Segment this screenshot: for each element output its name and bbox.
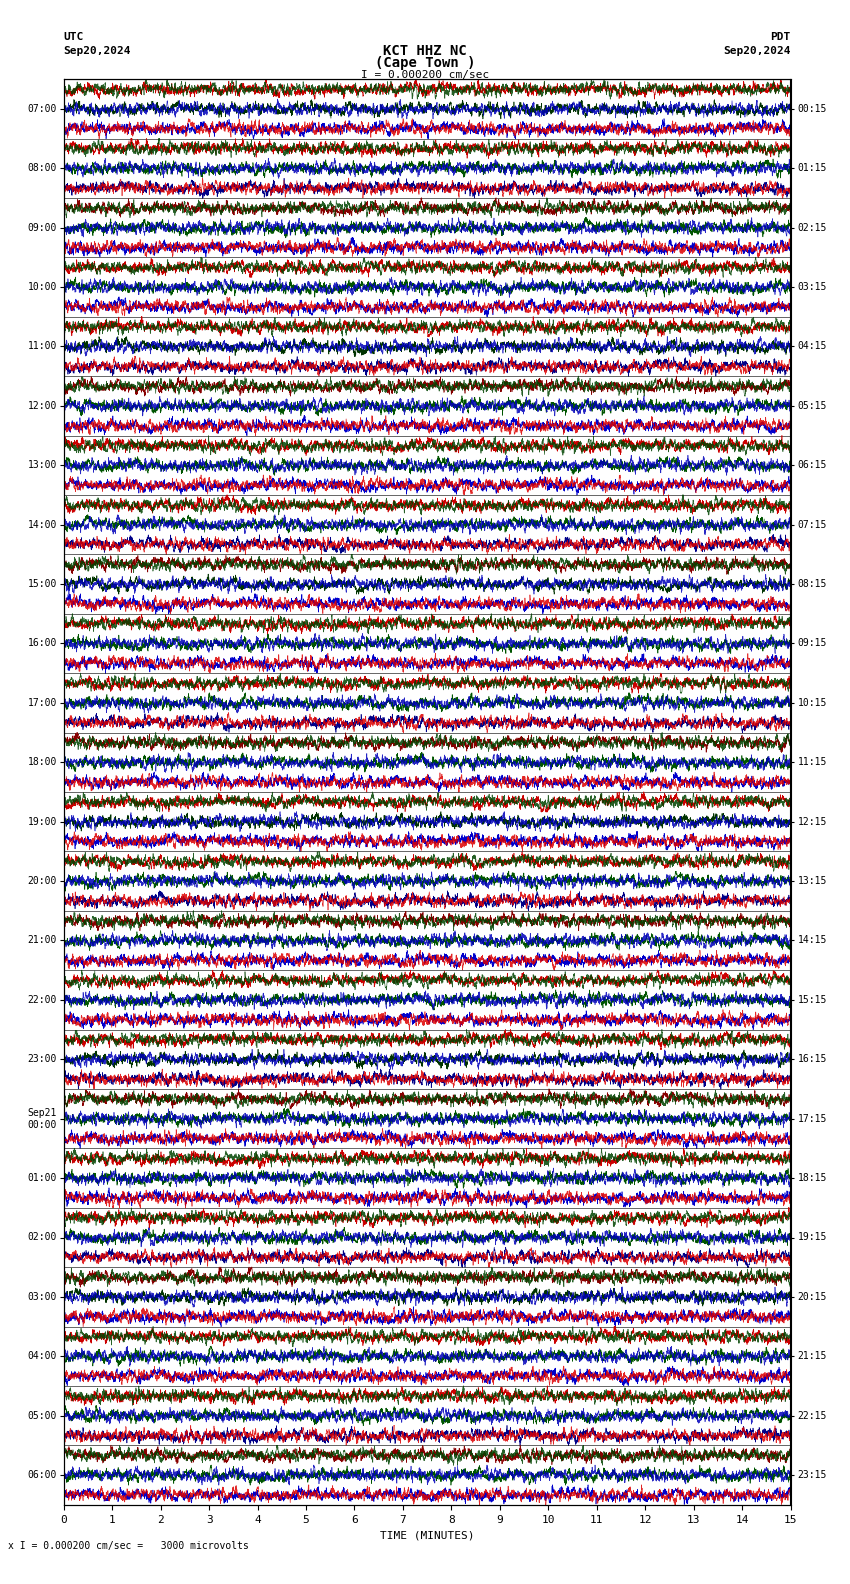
Text: (Cape Town ): (Cape Town ): [375, 55, 475, 70]
Text: KCT HHZ NC: KCT HHZ NC: [383, 43, 467, 57]
Text: Sep20,2024: Sep20,2024: [64, 46, 131, 55]
Text: I = 0.000200 cm/sec: I = 0.000200 cm/sec: [361, 70, 489, 81]
Text: Sep20,2024: Sep20,2024: [723, 46, 791, 55]
Text: x I = 0.000200 cm/sec =   3000 microvolts: x I = 0.000200 cm/sec = 3000 microvolts: [8, 1541, 249, 1551]
Text: PDT: PDT: [770, 32, 790, 41]
X-axis label: TIME (MINUTES): TIME (MINUTES): [380, 1530, 474, 1540]
Text: UTC: UTC: [64, 32, 84, 41]
